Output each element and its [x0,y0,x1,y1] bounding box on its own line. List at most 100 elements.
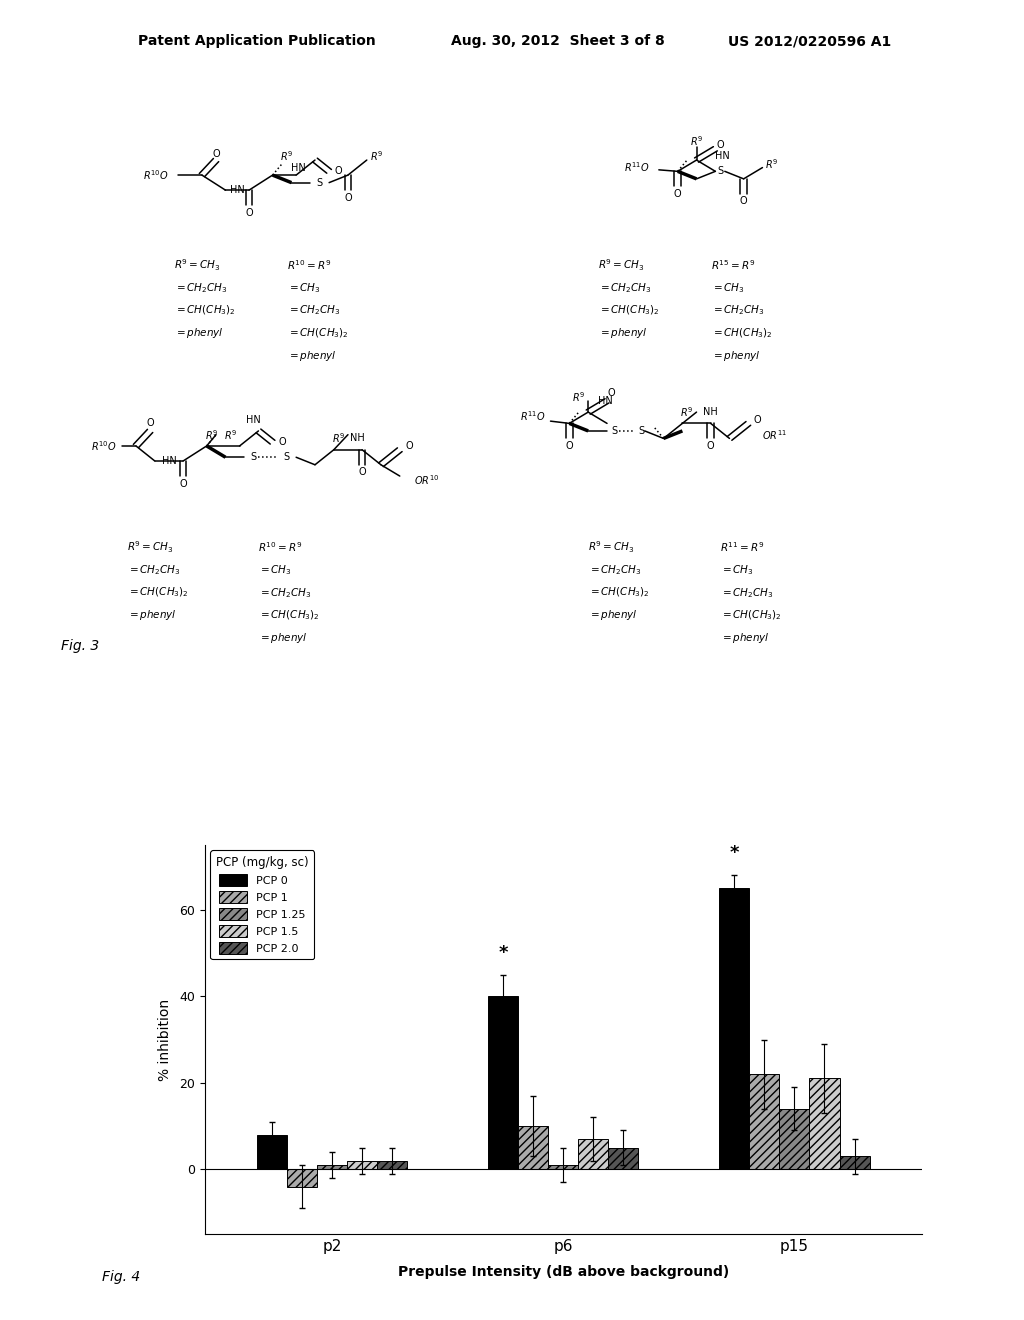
Text: $R^9 = CH_3$: $R^9 = CH_3$ [127,540,173,556]
Text: S: S [251,453,257,462]
Text: $= CH_3$: $= CH_3$ [287,281,321,294]
Text: S: S [611,426,617,436]
Text: $= CH_3$: $= CH_3$ [711,281,744,294]
Text: $= CH(CH_3)_2$: $= CH(CH_3)_2$ [258,609,321,622]
Text: $= CH_2CH_3$: $= CH_2CH_3$ [598,281,651,294]
Text: $R^{11}O$: $R^{11}O$ [520,409,546,422]
Text: O: O [146,418,154,429]
Text: $= phenyl$: $= phenyl$ [258,631,308,645]
Text: HN: HN [230,185,245,195]
Text: $R^9$: $R^9$ [281,149,293,164]
Text: O: O [406,441,413,451]
Text: Fig. 3: Fig. 3 [60,639,99,653]
Text: HN: HN [162,455,176,466]
Legend: PCP 0, PCP 1, PCP 1.25, PCP 1.5, PCP 2.0: PCP 0, PCP 1, PCP 1.25, PCP 1.5, PCP 2.0 [210,850,314,960]
Text: $= phenyl$: $= phenyl$ [127,609,176,622]
Text: $R^9 = CH_3$: $R^9 = CH_3$ [174,257,220,273]
Text: $= CH_3$: $= CH_3$ [258,564,292,577]
Text: $R^9$: $R^9$ [765,157,778,170]
Text: $R^9$: $R^9$ [370,149,383,164]
Text: O: O [754,414,762,425]
Text: O: O [335,166,342,177]
Text: $= phenyl$: $= phenyl$ [711,348,761,363]
Bar [608,1147,638,1170]
Text: *: * [499,944,508,961]
Text: $R^{11}O$: $R^{11}O$ [624,161,649,174]
Text: $= CH(CH_3)_2$: $= CH(CH_3)_2$ [127,586,188,599]
Text: O: O [674,189,682,199]
Bar [347,1160,377,1170]
Text: HN: HN [247,414,261,425]
Text: HN: HN [598,396,612,405]
Bar [377,1160,408,1170]
Bar [257,1135,287,1170]
Text: S: S [639,426,645,436]
Text: $R^9$: $R^9$ [681,405,693,418]
Text: S: S [717,166,723,177]
Text: $= phenyl$: $= phenyl$ [287,348,337,363]
Text: $= CH_2CH_3$: $= CH_2CH_3$ [258,586,312,599]
Bar [779,1109,809,1170]
Text: O: O [716,140,724,150]
Text: $R^9$: $R^9$ [690,135,703,148]
Text: $= CH_2CH_3$: $= CH_2CH_3$ [588,564,642,577]
Text: $= CH_3$: $= CH_3$ [720,564,754,577]
Text: $R^{15} = R^9$: $R^{15} = R^9$ [711,259,755,272]
Text: $= CH(CH_3)_2$: $= CH(CH_3)_2$ [711,326,772,341]
Text: O: O [179,479,187,488]
Bar [488,997,518,1170]
Y-axis label: % inhibition: % inhibition [159,998,172,1081]
Text: O: O [358,467,366,478]
Text: $R^{10} = R^9$: $R^{10} = R^9$ [287,259,331,272]
Text: O: O [739,197,748,206]
Text: O: O [344,193,352,203]
Text: O: O [608,388,615,399]
Text: S: S [316,178,323,187]
Bar [518,1126,548,1170]
Text: $R^9 = CH_3$: $R^9 = CH_3$ [588,540,635,556]
Text: Patent Application Publication: Patent Application Publication [138,34,376,49]
Text: $OR^{11}$: $OR^{11}$ [763,428,787,442]
Bar [719,888,750,1170]
Text: $= phenyl$: $= phenyl$ [174,326,223,341]
Text: O: O [707,441,715,451]
Text: $= phenyl$: $= phenyl$ [598,326,647,341]
X-axis label: Prepulse Intensity (dB above background): Prepulse Intensity (dB above background) [397,1265,729,1279]
Text: $= CH(CH_3)_2$: $= CH(CH_3)_2$ [588,586,650,599]
Bar [287,1170,317,1187]
Text: $R^9$: $R^9$ [332,432,345,445]
Text: $R^{11} = R^9$: $R^{11} = R^9$ [720,541,765,554]
Bar [809,1078,840,1170]
Text: $R^9 = CH_3$: $R^9 = CH_3$ [598,257,644,273]
Text: $= CH_2CH_3$: $= CH_2CH_3$ [287,304,341,317]
Text: O: O [212,149,220,158]
Text: S: S [284,453,290,462]
Text: $= CH(CH_3)_2$: $= CH(CH_3)_2$ [174,304,236,317]
Text: O: O [245,207,253,218]
Text: $= phenyl$: $= phenyl$ [720,631,770,645]
Bar [840,1156,869,1170]
Text: $= phenyl$: $= phenyl$ [588,609,638,622]
Bar [750,1074,779,1170]
Text: $R^{10}O$: $R^{10}O$ [91,440,117,453]
Text: $R^9$: $R^9$ [223,428,237,442]
Text: NH: NH [703,407,718,417]
Text: $= CH(CH_3)_2$: $= CH(CH_3)_2$ [287,326,348,341]
Text: O: O [279,437,286,447]
Text: Fig. 4: Fig. 4 [102,1270,140,1284]
Bar [579,1139,608,1170]
Text: $= CH_2CH_3$: $= CH_2CH_3$ [174,281,227,294]
Text: HN: HN [292,162,306,173]
Text: $OR^{10}$: $OR^{10}$ [414,473,439,487]
Text: $R^{10} = R^9$: $R^{10} = R^9$ [258,541,303,554]
Text: *: * [729,843,739,862]
Text: O: O [565,441,573,451]
Text: NH: NH [350,433,365,444]
Text: $R^9$: $R^9$ [572,391,586,404]
Text: Aug. 30, 2012  Sheet 3 of 8: Aug. 30, 2012 Sheet 3 of 8 [451,34,665,49]
Text: $= CH_2CH_3$: $= CH_2CH_3$ [711,304,765,317]
Text: US 2012/0220596 A1: US 2012/0220596 A1 [728,34,891,49]
Bar [548,1166,579,1170]
Bar [317,1166,347,1170]
Text: $= CH_2CH_3$: $= CH_2CH_3$ [127,564,180,577]
